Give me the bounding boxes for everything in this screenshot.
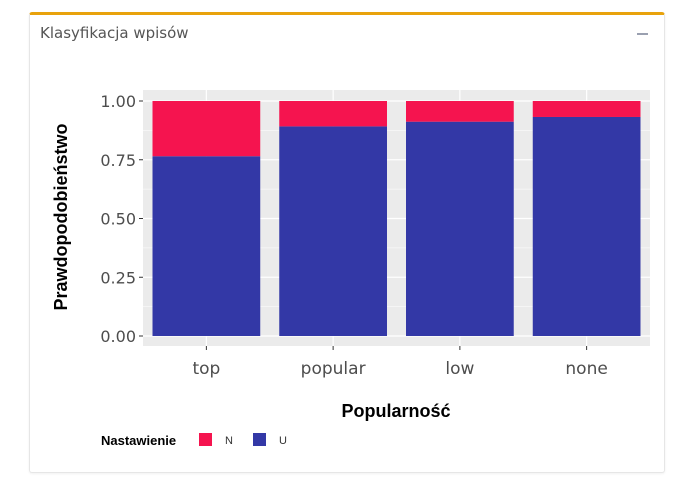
bar-u-top bbox=[152, 156, 261, 336]
x-axis-ticks: top popular low none bbox=[192, 346, 608, 379]
panel-title: Klasyfikacja wpisów bbox=[40, 24, 189, 42]
bar-u-none bbox=[532, 116, 641, 336]
bar-n-popular bbox=[279, 101, 387, 127]
y-tick-label: 0.75 bbox=[100, 151, 136, 170]
y-axis-ticks: 0.00 0.25 0.50 0.75 1.00 bbox=[100, 92, 143, 346]
x-tick-label: none bbox=[565, 359, 607, 379]
x-tick-label: low bbox=[445, 359, 474, 379]
bar-n-none bbox=[532, 101, 641, 117]
y-tick-label: 0.25 bbox=[100, 268, 136, 287]
y-tick-label: 0.50 bbox=[100, 210, 136, 229]
legend-label-n: N bbox=[225, 435, 233, 447]
legend-label-u: U bbox=[279, 435, 287, 447]
legend-swatch-n bbox=[199, 433, 212, 446]
legend-title: Nastawienie bbox=[101, 433, 176, 448]
y-tick-label: 0.00 bbox=[100, 327, 136, 346]
bar-n-top bbox=[152, 101, 261, 157]
legend: Nastawienie N U bbox=[101, 433, 287, 448]
bars bbox=[152, 101, 641, 337]
bar-n-low bbox=[406, 101, 514, 122]
x-axis-title: Popularność bbox=[341, 401, 450, 421]
collapse-icon[interactable] bbox=[636, 25, 650, 41]
x-tick-label: popular bbox=[301, 359, 366, 379]
bar-u-popular bbox=[279, 126, 387, 336]
bar-u-low bbox=[406, 121, 514, 337]
y-axis-title: Prawdopodobieństwo bbox=[51, 123, 71, 310]
x-tick-label: top bbox=[192, 359, 220, 379]
y-tick-label: 1.00 bbox=[100, 92, 136, 111]
legend-swatch-u bbox=[253, 433, 266, 446]
